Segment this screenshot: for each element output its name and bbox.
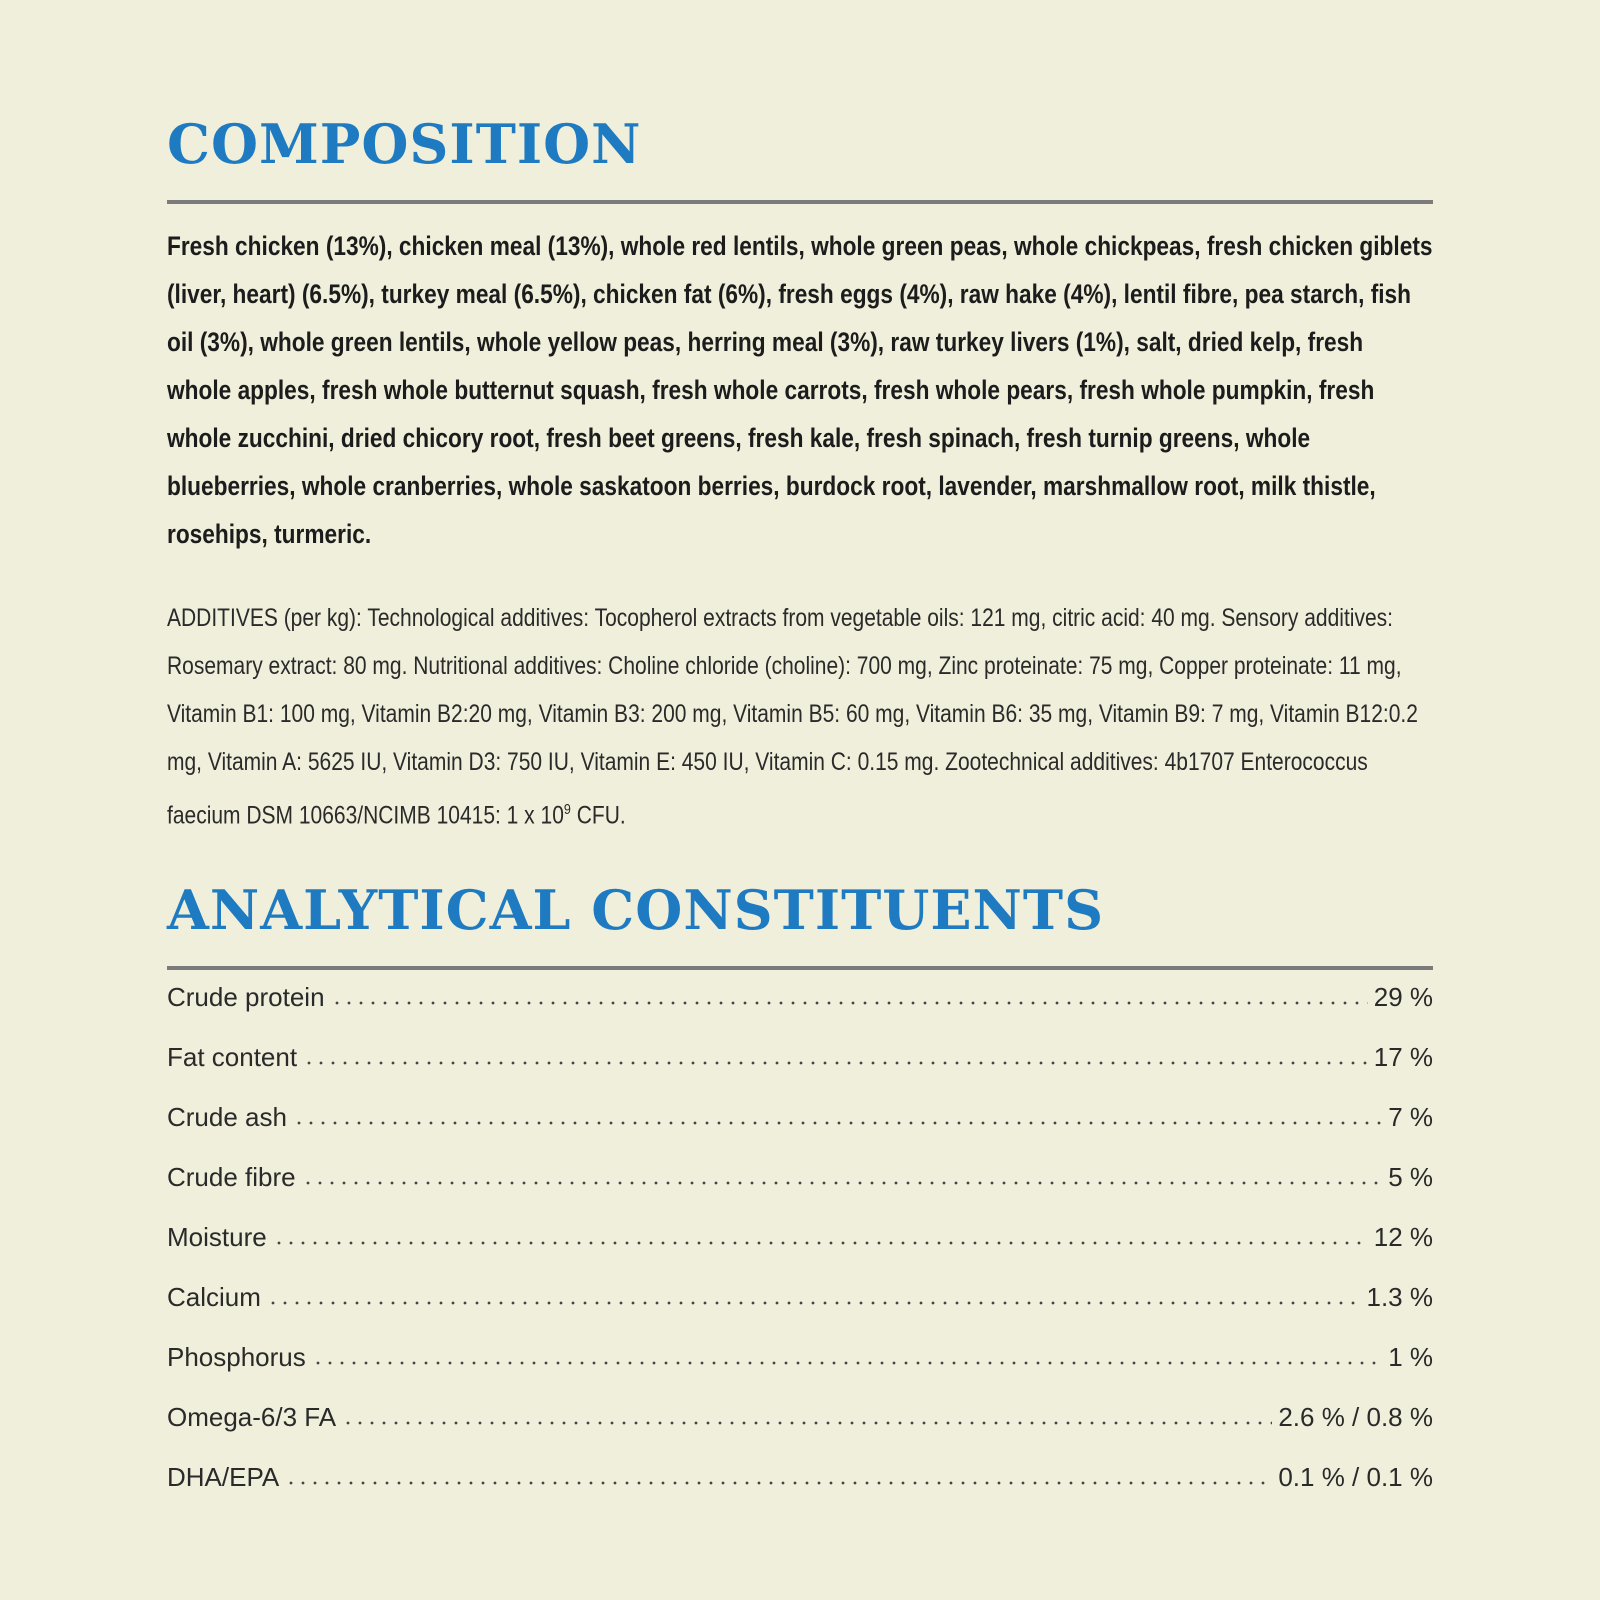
constituent-row: Omega-6/3 FA 2.6 % / 0.8 % [167, 1402, 1433, 1462]
divider [167, 966, 1433, 970]
dot-leader [301, 1180, 1383, 1186]
section-title: ANALYTICAL CONSTITUENTS [167, 878, 1105, 942]
section-title: COMPOSITION [167, 112, 642, 176]
constituent-name: Omega-6/3 FA [167, 1402, 337, 1432]
constituent-value: 0.1 % / 0.1 % [1278, 1462, 1433, 1492]
constituent-name: DHA/EPA [167, 1462, 280, 1492]
dot-leader [292, 1120, 1383, 1126]
constituent-name: Fat content [167, 1042, 298, 1072]
dot-leader [272, 1240, 1368, 1246]
dot-leader [266, 1300, 1361, 1306]
constituent-value: 7 % [1388, 1102, 1433, 1132]
constituent-row: DHA/EPA 0.1 % / 0.1 % [167, 1462, 1433, 1522]
constituent-value: 12 % [1373, 1222, 1433, 1252]
constituent-value: 29 % [1373, 982, 1433, 1012]
constituent-row: Fat content 17 % [167, 1042, 1433, 1102]
constituent-name: Crude protein [167, 982, 325, 1012]
additives-text: ADDITIVES (per kg): Technological additi… [167, 604, 1418, 830]
divider [167, 200, 1433, 204]
constituent-row: Calcium 1.3 % [167, 1282, 1433, 1342]
constituent-row: Phosphorus 1 % [167, 1342, 1433, 1402]
constituent-row: Moisture 12 % [167, 1222, 1433, 1282]
constituent-name: Crude ash [167, 1102, 287, 1132]
additives-end: CFU. [570, 801, 626, 830]
constituent-row: Crude ash 7 % [167, 1102, 1433, 1162]
constituent-value: 1 % [1388, 1342, 1433, 1372]
dot-leader [303, 1060, 1368, 1066]
ingredients: Fresh chicken (13%), chicken meal (13%),… [167, 231, 1433, 549]
constituent-value: 2.6 % / 0.8 % [1278, 1402, 1433, 1432]
dot-leader [285, 1480, 1273, 1486]
dot-leader [330, 1000, 1368, 1006]
dot-leader [342, 1420, 1273, 1426]
constituent-value: 17 % [1373, 1042, 1433, 1072]
constituent-value: 5 % [1388, 1162, 1433, 1192]
dot-leader [311, 1360, 1383, 1366]
constituent-value: 1.3 % [1366, 1282, 1434, 1312]
constituent-row: Crude protein 29 % [167, 982, 1433, 1042]
constituent-name: Calcium [167, 1282, 261, 1312]
constituents-list: Crude protein 29 % Fat content 17 % Crude as… [167, 982, 1433, 1522]
constituent-name: Moisture [167, 1222, 267, 1252]
superscript: 9 [563, 801, 571, 818]
constituent-name: Crude fibre [167, 1162, 296, 1192]
constituent-row: Crude fibre 5 % [167, 1162, 1433, 1222]
additives: ADDITIVES (per kg): Technological additi… [167, 594, 1433, 839]
constituent-name: Phosphorus [167, 1342, 306, 1372]
